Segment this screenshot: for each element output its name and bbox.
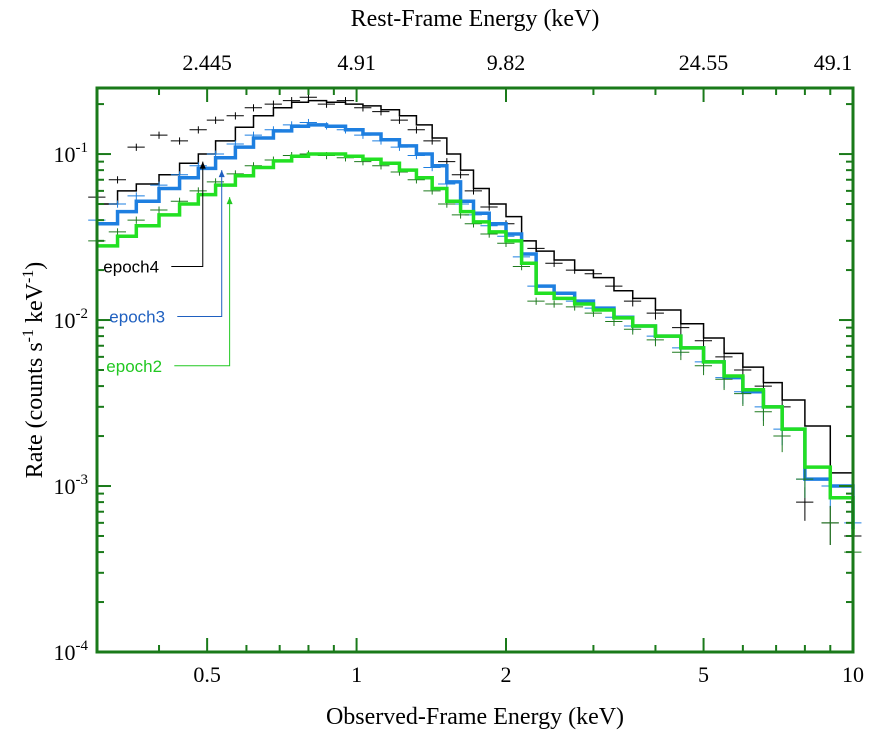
top-tick-label: 49.1: [814, 50, 853, 75]
series-epoch4: [88, 93, 862, 562]
x-axis-title: Observed-Frame Energy (keV): [326, 704, 624, 730]
y-tick-exponent: -3: [76, 472, 89, 488]
y-tick-exponent: -4: [76, 638, 89, 654]
y-tick-base: 10: [54, 142, 76, 167]
model-line-epoch2: [97, 152, 855, 536]
x-tick-label: 0.5: [193, 662, 221, 687]
legend-arrow-epoch4: [199, 161, 206, 169]
y-axis-title: Rate (counts s-1 keV-1): [20, 262, 48, 479]
series-epoch2: [88, 150, 862, 578]
x-tick-label: 5: [698, 662, 709, 687]
model-line-epoch3: [97, 123, 855, 530]
y-tick-label: 10-3: [54, 472, 89, 499]
legend-arrow-epoch3: [218, 170, 225, 178]
y-axis-title-end: ): [22, 262, 48, 270]
legend-leader-epoch2: [174, 197, 231, 367]
legend-leader-epoch4: [171, 161, 204, 268]
y-axis-title-sup2: -1: [20, 270, 37, 283]
x-tick-label: 10: [842, 662, 864, 687]
top-tick-label: 2.445: [182, 50, 232, 75]
top-tick-label: 4.91: [337, 50, 376, 75]
y-axis-title-base: Rate (counts s: [22, 342, 48, 478]
y-tick-label: 10-1: [54, 140, 89, 167]
x-tick-label: 1: [351, 662, 362, 687]
y-tick-exponent: -2: [76, 306, 89, 322]
series-epoch3: [88, 118, 862, 549]
y-tick-base: 10: [54, 308, 76, 333]
top-tick-label: 24.55: [679, 50, 729, 75]
legend-label-epoch2: epoch2: [106, 357, 162, 376]
y-tick-exponent: -1: [76, 140, 89, 156]
legend-leader-epoch3: [177, 170, 223, 318]
model-line-epoch4: [97, 99, 854, 512]
top-axis-title: Rest-Frame Energy (keV): [351, 6, 600, 32]
legend-label-epoch3: epoch3: [109, 308, 165, 327]
y-tick-base: 10: [54, 474, 76, 499]
y-tick-label: 10-4: [54, 638, 89, 665]
y-axis-title-mid: keV: [22, 282, 48, 329]
top-tick-label: 9.82: [487, 50, 526, 75]
y-tick-base: 10: [54, 640, 76, 665]
y-tick-label: 10-2: [54, 306, 89, 333]
y-axis-title-sup1: -1: [20, 329, 37, 342]
legend-label-epoch4: epoch4: [103, 258, 159, 277]
x-tick-label: 2: [501, 662, 512, 687]
ticks-layer: 0.5 1 2 5 102.445 4.91 9.82 24.55 49.110-110-210…: [54, 50, 865, 687]
legend-arrow-epoch2: [226, 197, 233, 205]
legend-layer: epoch4 epoch3 epoch2: [103, 161, 233, 376]
